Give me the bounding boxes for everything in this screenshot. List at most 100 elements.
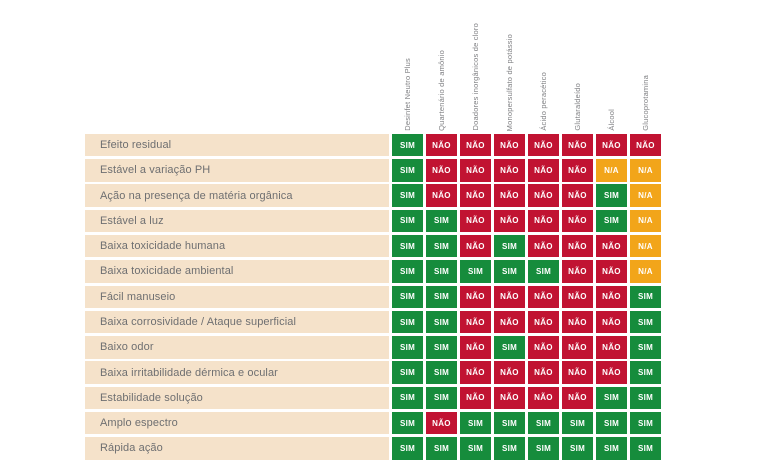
- value-cell: SIM: [392, 159, 423, 182]
- column-header: Doadores inorgânicos de cloro: [460, 0, 491, 131]
- value-cell: SIM: [528, 437, 559, 460]
- value-cell: NÃO: [460, 209, 491, 233]
- column-header-label: Monopersulfato de potássio: [504, 33, 514, 131]
- value-cell: SIM: [426, 285, 457, 308]
- value-cell: NÃO: [460, 235, 491, 258]
- value-cell: N/A: [630, 159, 661, 182]
- value-cell: SIM: [630, 361, 661, 384]
- row-label: Estável a luz: [85, 209, 389, 233]
- value-cell: SIM: [630, 437, 661, 460]
- value-cell: N/A: [630, 260, 661, 283]
- value-cell: SIM: [392, 386, 423, 410]
- value-cell: NÃO: [562, 260, 593, 283]
- value-cell: NÃO: [528, 361, 559, 384]
- value-cell: NÃO: [528, 235, 559, 258]
- value-cell: SIM: [562, 437, 593, 460]
- row-label: Baixo odor: [85, 336, 389, 359]
- column-header: Ácido peracético: [528, 0, 559, 131]
- value-cell: NÃO: [562, 184, 593, 207]
- row-label: Estável a variação PH: [85, 159, 389, 182]
- value-cell: SIM: [426, 386, 457, 410]
- value-cell: SIM: [494, 336, 525, 359]
- value-cell: N/A: [630, 209, 661, 233]
- value-cell: SIM: [392, 133, 423, 157]
- row-label: Fácil manuseio: [85, 285, 389, 308]
- value-cell: NÃO: [528, 386, 559, 410]
- value-cell: SIM: [630, 285, 661, 308]
- value-cell: NÃO: [562, 386, 593, 410]
- row-label: Baixa corrosividade / Ataque superficial: [85, 310, 389, 334]
- value-cell: SIM: [460, 437, 491, 460]
- value-cell: SIM: [528, 411, 559, 435]
- value-cell: SIM: [460, 260, 491, 283]
- value-cell: SIM: [494, 235, 525, 258]
- value-cell: NÃO: [460, 133, 491, 157]
- value-cell: NÃO: [494, 133, 525, 157]
- value-cell: NÃO: [460, 336, 491, 359]
- value-cell: SIM: [494, 260, 525, 283]
- value-cell: SIM: [630, 411, 661, 435]
- value-cell: SIM: [630, 310, 661, 334]
- value-cell: NÃO: [528, 184, 559, 207]
- value-cell: SIM: [596, 437, 627, 460]
- value-cell: SIM: [528, 260, 559, 283]
- row-label: Baixa irritabilidade dérmica e ocular: [85, 361, 389, 384]
- value-cell: SIM: [596, 184, 627, 207]
- column-header-label: Álcool: [606, 109, 616, 131]
- row-label: Rápida ação: [85, 437, 389, 460]
- value-cell: NÃO: [494, 159, 525, 182]
- column-header-label: Desinfet Neutro Plus: [402, 58, 412, 131]
- row-label: Ação na presença de matéria orgânica: [85, 184, 389, 207]
- value-cell: SIM: [494, 411, 525, 435]
- value-cell: N/A: [596, 159, 627, 182]
- value-cell: SIM: [392, 361, 423, 384]
- value-cell: SIM: [426, 437, 457, 460]
- column-header: Glucoprotamina: [630, 0, 661, 131]
- value-cell: NÃO: [528, 285, 559, 308]
- value-cell: NÃO: [528, 310, 559, 334]
- value-cell: NÃO: [562, 336, 593, 359]
- column-header: Desinfet Neutro Plus: [392, 0, 423, 131]
- column-header-label: Glutaraldeído: [572, 83, 582, 131]
- value-cell: NÃO: [596, 310, 627, 334]
- value-cell: SIM: [426, 209, 457, 233]
- value-cell: SIM: [392, 209, 423, 233]
- value-cell: SIM: [596, 411, 627, 435]
- value-cell: SIM: [426, 235, 457, 258]
- row-label: Amplo espectro: [85, 411, 389, 435]
- value-cell: SIM: [596, 386, 627, 410]
- row-label: Baixa toxicidade humana: [85, 235, 389, 258]
- value-cell: NÃO: [596, 336, 627, 359]
- value-cell: NÃO: [562, 133, 593, 157]
- value-cell: SIM: [630, 336, 661, 359]
- value-cell: SIM: [392, 285, 423, 308]
- value-cell: NÃO: [426, 411, 457, 435]
- value-cell: NÃO: [494, 386, 525, 410]
- value-cell: NÃO: [460, 159, 491, 182]
- value-cell: NÃO: [528, 336, 559, 359]
- value-cell: NÃO: [426, 133, 457, 157]
- value-cell: NÃO: [562, 285, 593, 308]
- value-cell: NÃO: [596, 133, 627, 157]
- value-cell: SIM: [426, 361, 457, 384]
- value-cell: NÃO: [494, 361, 525, 384]
- value-cell: NÃO: [596, 235, 627, 258]
- value-cell: SIM: [392, 336, 423, 359]
- column-header-label: Glucoprotamina: [640, 75, 650, 131]
- table-corner-spacer: [85, 0, 389, 131]
- value-cell: SIM: [392, 184, 423, 207]
- value-cell: SIM: [392, 235, 423, 258]
- value-cell: SIM: [426, 310, 457, 334]
- column-header-label: Doadores inorgânicos de cloro: [470, 23, 480, 131]
- value-cell: SIM: [630, 386, 661, 410]
- column-header: Glutaraldeído: [562, 0, 593, 131]
- value-cell: NÃO: [460, 285, 491, 308]
- value-cell: NÃO: [528, 209, 559, 233]
- column-header-label: Ácido peracético: [538, 72, 548, 131]
- value-cell: NÃO: [562, 361, 593, 384]
- value-cell: SIM: [426, 336, 457, 359]
- comparison-table: Desinfet Neutro Plus Quartenário de amôni…: [85, 0, 661, 460]
- value-cell: NÃO: [460, 361, 491, 384]
- value-cell: NÃO: [460, 386, 491, 410]
